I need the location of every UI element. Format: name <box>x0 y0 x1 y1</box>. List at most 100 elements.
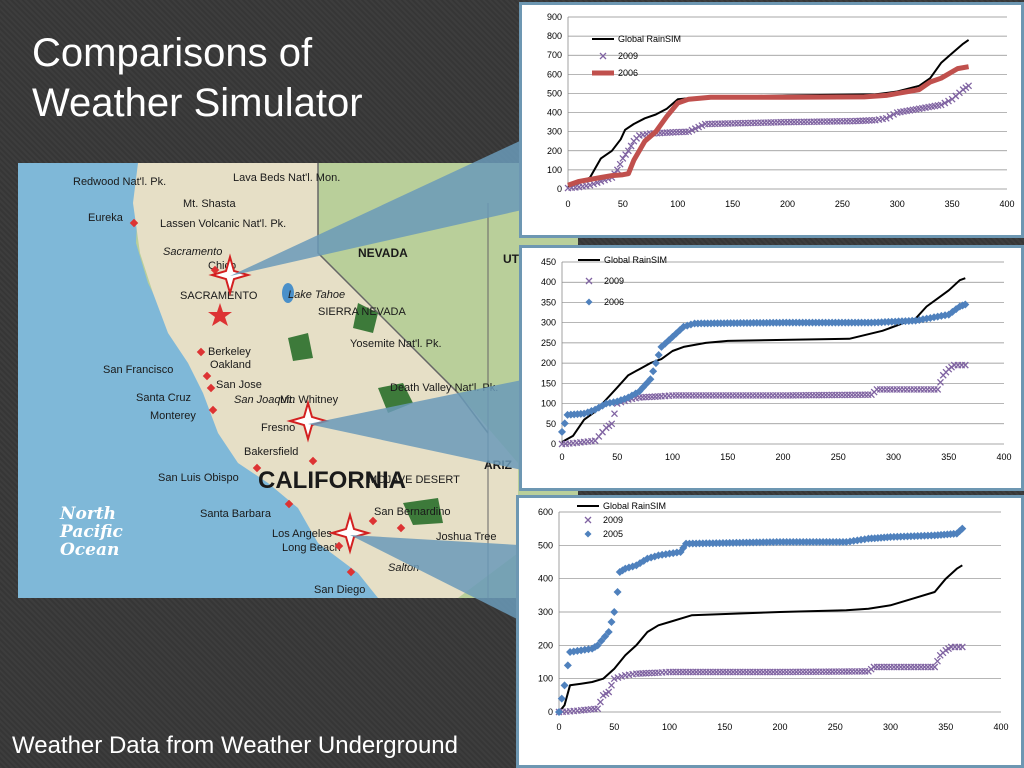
data-point <box>941 99 949 107</box>
map-label: Sacramento <box>163 246 222 258</box>
data-point <box>651 359 660 368</box>
data-point <box>937 378 944 386</box>
legend-label: Global RainSIM <box>604 255 667 265</box>
data-point <box>610 608 619 616</box>
data-point <box>622 151 630 159</box>
x-tick-label: 250 <box>828 722 843 732</box>
data-point <box>558 427 566 436</box>
legend-label: 2005 <box>603 529 623 539</box>
map-label: Lava Beds Nat'l. Mon. <box>233 172 340 184</box>
series-markers-2009 <box>558 361 969 448</box>
data-point <box>958 524 967 533</box>
slide-footer: Weather Data from Weather Underground <box>12 732 459 759</box>
x-tick-label: 50 <box>612 452 622 462</box>
x-tick-label: 0 <box>556 722 561 732</box>
map-label: San Francisco <box>103 364 173 376</box>
map-label: ARIZ <box>484 458 512 472</box>
legend-symbol <box>584 530 592 538</box>
data-point <box>857 535 866 544</box>
map-label: MOJAVE DESERT <box>368 474 460 486</box>
data-point <box>672 548 681 557</box>
map-label: Joshua Tree <box>436 531 497 543</box>
data-point <box>642 379 651 388</box>
data-point <box>613 166 621 174</box>
data-point <box>601 632 610 641</box>
y-tick-label: 800 <box>547 31 562 41</box>
data-point <box>649 367 658 376</box>
data-point <box>611 410 618 418</box>
y-tick-label: 700 <box>547 50 562 60</box>
x-tick-label: 150 <box>725 199 740 209</box>
chart-panel-3: 0 100 200 300 400 500 600 0 50 100 150 200 250 300 350… <box>516 495 1024 768</box>
map-label: Oakland <box>210 359 251 371</box>
map-label: Santa Barbara <box>200 508 272 520</box>
data-point <box>675 326 684 335</box>
y-tick-label: 400 <box>538 574 553 584</box>
chart-panel-2: 0 50 100 150 200 250 300 350 400 450 0 50 100 150 200 2… <box>519 245 1024 491</box>
y-tick-label: 200 <box>547 146 562 156</box>
data-point <box>563 661 572 670</box>
data-point <box>604 628 613 636</box>
map-label: San Diego <box>314 584 365 596</box>
map-label: Bakersfield <box>244 446 298 458</box>
data-point <box>620 394 629 403</box>
lake-tahoe-shape <box>282 283 294 303</box>
y-tick-label: 100 <box>541 399 556 409</box>
y-tick-label: 200 <box>538 640 553 650</box>
data-point <box>636 559 645 568</box>
y-tick-label: 350 <box>541 297 556 307</box>
legend-label: 2006 <box>604 297 624 307</box>
data-point <box>560 419 569 428</box>
chart-panel-1: 0 100 200 300 400 500 600 700 800 900 0 50 100 150 200… <box>519 2 1024 238</box>
title-line-1: Comparisons of <box>32 31 313 75</box>
data-point <box>615 568 624 576</box>
data-point <box>613 588 622 596</box>
map-label: Lake Tahoe <box>288 289 345 301</box>
y-tick-label: 150 <box>541 378 556 388</box>
x-tick-label: 0 <box>559 452 564 462</box>
y-tick-label: 600 <box>547 69 562 79</box>
data-point <box>886 112 894 120</box>
x-tick-label: 50 <box>618 199 628 209</box>
data-point <box>587 406 596 415</box>
data-point <box>607 618 616 626</box>
slide-title: Comparisons of Weather Simulator <box>32 28 472 128</box>
x-tick-label: 50 <box>609 722 619 732</box>
data-point <box>584 645 593 654</box>
legend-symbol <box>585 277 593 285</box>
data-point <box>619 154 627 162</box>
map-label: SACRAMENTO <box>180 290 258 302</box>
legend-label: 2006 <box>618 68 638 78</box>
data-point <box>654 351 663 360</box>
x-tick-label: 400 <box>993 722 1008 732</box>
data-point <box>937 101 945 109</box>
data-point <box>628 562 637 571</box>
x-tick-label: 350 <box>945 199 960 209</box>
x-tick-label: 250 <box>835 199 850 209</box>
data-point <box>586 181 594 189</box>
y-tick-label: 250 <box>541 338 556 348</box>
data-point <box>627 142 635 150</box>
x-tick-label: 300 <box>890 199 905 209</box>
map-label: San Joaquin <box>234 394 295 406</box>
ocean-label-line-3: Ocean <box>60 540 119 560</box>
x-tick-label: 300 <box>886 452 901 462</box>
series-markers-2006 <box>558 300 970 436</box>
data-point <box>613 397 622 406</box>
data-point <box>597 636 606 645</box>
x-tick-label: 350 <box>938 722 953 732</box>
series-markers-2005 <box>555 524 967 716</box>
data-point <box>608 681 615 689</box>
data-point <box>557 694 566 703</box>
data-point <box>560 681 569 690</box>
data-point <box>672 329 681 338</box>
data-point <box>631 389 640 398</box>
data-point <box>934 385 942 393</box>
x-tick-label: 100 <box>670 199 685 209</box>
data-point <box>654 551 663 560</box>
x-tick-label: 200 <box>772 722 787 732</box>
x-tick-label: 150 <box>720 452 735 462</box>
data-point <box>926 313 935 322</box>
national-parks <box>288 303 443 525</box>
legend-label: 2009 <box>618 51 638 61</box>
